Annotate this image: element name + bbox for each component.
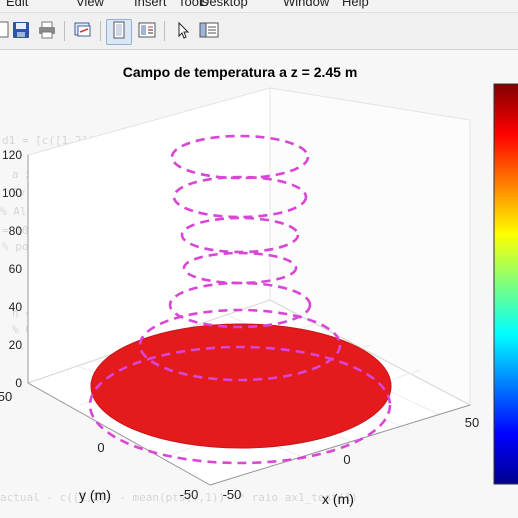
print-icon [37,21,57,44]
z-tick-label: 120 [2,148,22,162]
x-axis-label: x (m) [322,491,354,507]
tank-contour-rings [88,134,392,465]
menu-edit[interactable]: Edit [6,0,29,9]
x-tick-label: 0 [343,452,350,467]
z-tick-label: 80 [9,224,23,238]
contour-ring [138,308,342,382]
z-tick-labels: 0 20 40 60 80 100 120 [2,148,22,390]
new-figure-icon [0,21,11,44]
hide-plot-tools-button[interactable] [106,19,132,45]
x-tick-labels: -50 0 50 [223,415,480,502]
z-tick-label: 0 [15,376,22,390]
save-button[interactable] [8,19,34,45]
figure-toolbar [0,13,518,50]
z-tick-label: 100 [2,186,22,200]
contour-ring [170,134,310,180]
menu-bar: Edit View Insert Tools Desktop Window He… [0,0,518,13]
menu-insert[interactable]: Insert [134,0,167,9]
y-tick-label: 0 [97,440,104,455]
y-tick-labels: 50 0 -50 [0,389,198,502]
menu-help[interactable]: Help [342,0,369,9]
hide-plot-tools-icon [111,21,127,44]
edit-plot-icon [175,21,191,44]
new-figure-button[interactable] [0,19,16,45]
colorbar[interactable] [493,83,518,485]
dock-button[interactable] [196,19,222,45]
link-plot-icon [73,21,93,44]
z-tick-label: 40 [9,300,23,314]
x-tick-label: -50 [223,487,242,502]
print-button[interactable] [34,19,60,45]
temperature-surface [91,324,391,448]
menu-view[interactable]: View [76,0,104,9]
link-plot-button[interactable] [70,19,96,45]
toolbar-separator [64,21,65,41]
y-tick-label: 50 [0,389,12,404]
y-axis-label: y (m) [79,487,111,503]
show-plot-tools-button[interactable] [134,19,160,45]
contour-ring [168,281,312,329]
z-tick-label: 60 [9,262,23,276]
y-axis-line [27,382,211,486]
contour-ring [172,175,308,219]
plot-title: Campo de temperatura a z = 2.45 m [123,64,358,80]
toolbar-separator [100,21,101,41]
save-icon [12,21,30,44]
z-tick-label: 20 [9,338,23,352]
edit-plot-button[interactable] [170,19,196,45]
temperature-surface-edge [90,323,392,449]
y-tick-label: -50 [180,487,199,502]
toolbar-separator [164,21,165,41]
x-axis-line [209,404,471,486]
menu-desktop[interactable]: Desktop [200,0,248,9]
menu-window[interactable]: Window [283,0,330,9]
x-tick-label: 50 [465,415,479,430]
contour-ring [88,345,392,465]
dock-icon [199,21,219,44]
menu-tools[interactable]: Tools [178,0,209,9]
show-plot-tools-icon [138,21,156,44]
